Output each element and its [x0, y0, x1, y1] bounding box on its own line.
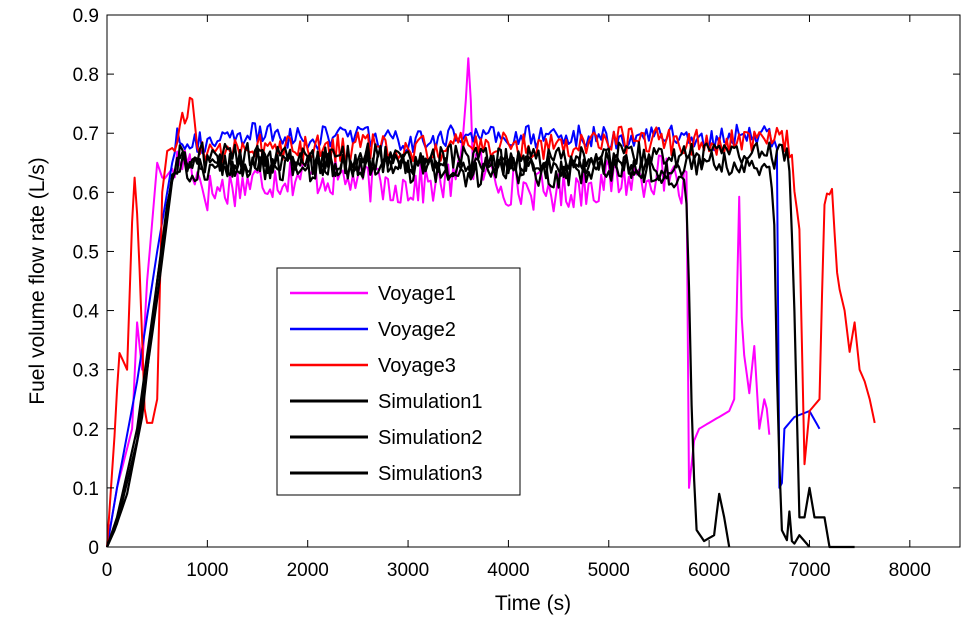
series-line-simulation2 [105, 150, 811, 548]
legend-box [276, 267, 521, 496]
x-tick-label: 7000 [788, 560, 830, 581]
series-line-voyage2 [106, 122, 821, 548]
y-tick-label: 0.8 [73, 65, 99, 86]
series-line-simulation3 [105, 141, 855, 549]
axes: 0 1000 2000 3000 4000 5000 6000 7000 8000 0 0.1 0.2… [73, 6, 960, 581]
series-lines [105, 57, 876, 549]
legend-label: Simulation1 [378, 391, 483, 413]
legend-label: Voyage3 [378, 355, 456, 377]
x-tick-label: 4000 [487, 560, 529, 581]
y-tick-label: 0.5 [73, 242, 99, 263]
y-axis-title: Fuel volume flow rate (L/s) [26, 157, 49, 404]
legend: Voyage1 Voyage2 Voyage3 Simulation1 Simulati… [276, 267, 521, 496]
y-tick-label: 0.3 [73, 361, 99, 382]
plot-area-frame [106, 14, 961, 548]
y-tick-label: 0.9 [73, 6, 99, 27]
legend-label: Voyage1 [378, 283, 456, 305]
x-tick-label: 3000 [387, 560, 429, 581]
x-tick-label: 6000 [688, 560, 730, 581]
x-tick-label: 5000 [588, 560, 630, 581]
legend-label: Simulation2 [378, 427, 483, 449]
legend-label: Voyage2 [378, 319, 456, 341]
x-tick-label: 1000 [186, 560, 228, 581]
y-tick-label: 0.7 [73, 124, 99, 145]
x-axis-title: Time (s) [495, 592, 571, 615]
legend-label: Simulation3 [378, 463, 483, 485]
x-tick-label: 2000 [287, 560, 329, 581]
x-tick-label: 8000 [889, 560, 931, 581]
y-tick-label: 0 [88, 538, 99, 559]
x-tick-label: 0 [102, 560, 113, 581]
y-tick-label: 0.2 [73, 420, 99, 441]
y-tick-label: 0.4 [73, 302, 100, 323]
y-tick-label: 0.6 [73, 183, 99, 204]
y-tick-label: 0.1 [73, 479, 99, 500]
